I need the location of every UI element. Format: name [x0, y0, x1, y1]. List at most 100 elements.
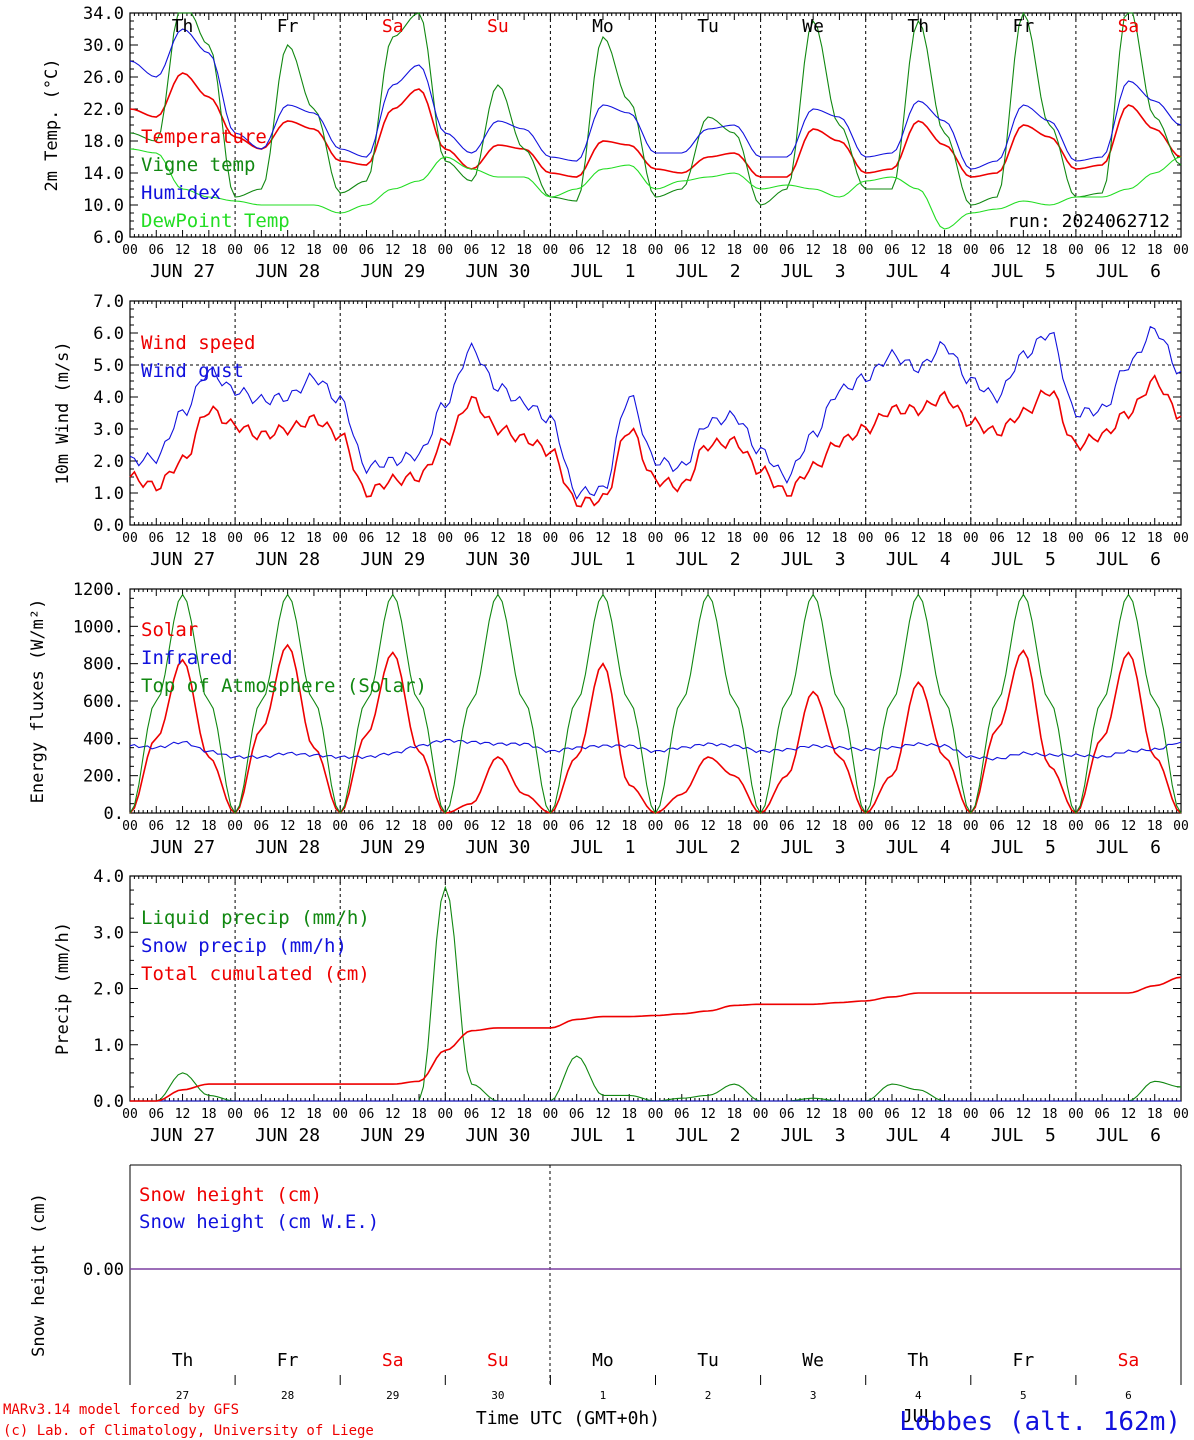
date-label: JUL 1 [570, 837, 635, 858]
hour-tick-label: 18 [621, 243, 637, 258]
hour-tick-label: 00 [122, 1107, 138, 1122]
hour-tick-label: 18 [201, 243, 217, 258]
hour-tick-label: 00 [543, 1107, 559, 1122]
hour-tick-label: 00 [1173, 819, 1189, 834]
hour-tick-label: 00 [122, 243, 138, 258]
y-axis-label: Energy fluxes (W/m²) [28, 599, 48, 804]
hour-tick-label: 18 [937, 531, 953, 546]
hour-tick-label: 00 [332, 531, 348, 546]
hour-tick-label: 12 [910, 819, 926, 834]
hour-tick-label: 18 [726, 531, 742, 546]
series-line [130, 976, 1182, 1102]
run-label: run: 2024062712 [1007, 211, 1170, 232]
hour-tick-label: 06 [148, 1107, 164, 1122]
hour-tick-label: 18 [411, 531, 427, 546]
hour-tick-label: 18 [306, 531, 322, 546]
weekday-label: Tu [697, 1350, 719, 1371]
hour-tick-label: 06 [359, 531, 375, 546]
hour-tick-label: 18 [1147, 243, 1163, 258]
hour-tick-label: 18 [306, 819, 322, 834]
hour-tick-label: 18 [306, 243, 322, 258]
hour-tick-label: 18 [1042, 1107, 1058, 1122]
weekday-label: Sa [382, 1350, 404, 1371]
hour-tick-label: 12 [385, 531, 401, 546]
hour-tick-label: 06 [779, 243, 795, 258]
plot-frame [129, 588, 1182, 814]
hour-tick-label: 12 [1121, 531, 1137, 546]
hour-tick-label: 12 [385, 1107, 401, 1122]
hour-tick-label: 12 [700, 819, 716, 834]
weekday-label: Fr [277, 16, 299, 37]
date-label: JUL 4 [886, 1125, 951, 1146]
station-label: Lobbes (alt. 162m) [899, 1407, 1181, 1437]
hour-tick-label: 18 [832, 819, 848, 834]
hour-tick-label: 06 [254, 1107, 270, 1122]
y-tick-label: 3.0 [93, 923, 124, 943]
hour-tick-label: 06 [359, 1107, 375, 1122]
hour-tick-label: 06 [989, 1107, 1005, 1122]
y-tick-label: 600. [83, 692, 124, 712]
hour-tick-label: 06 [989, 531, 1005, 546]
y-axis-label: Snow height (cm) [29, 1193, 49, 1357]
hour-tick-label: 12 [1016, 531, 1032, 546]
hour-tick-label: 12 [805, 819, 821, 834]
hour-tick-label: 18 [621, 1107, 637, 1122]
date-label: JUL 3 [781, 1125, 846, 1146]
hour-tick-label: 06 [1094, 819, 1110, 834]
hour-tick-label: 00 [122, 819, 138, 834]
y-tick-label: 34.0 [83, 4, 124, 24]
y-tick-label: 1.0 [93, 484, 124, 504]
weekday-label: We [802, 16, 824, 37]
date-label: JUN 27 [150, 1125, 215, 1146]
y-axis-label: Precip (mm/h) [53, 922, 73, 1055]
y-tick-label: 200. [83, 767, 124, 787]
series-line [129, 593, 1182, 815]
hour-tick-label: 18 [411, 819, 427, 834]
hour-tick-label: 00 [1173, 243, 1189, 258]
day-number-label: 29 [386, 1389, 399, 1402]
hour-tick-label: 00 [437, 531, 453, 546]
legend-entry: Solar [141, 619, 198, 641]
weekday-label: Th [907, 1350, 929, 1371]
hour-tick-label: 00 [753, 243, 769, 258]
weekday-label: Su [487, 16, 509, 37]
hour-tick-label: 18 [411, 1107, 427, 1122]
series-line [129, 325, 1182, 501]
hour-tick-label: 00 [963, 243, 979, 258]
hour-tick-label: 12 [175, 531, 191, 546]
date-label: JUN 29 [360, 837, 425, 858]
hour-tick-label: 06 [674, 243, 690, 258]
date-label: JUN 28 [255, 261, 320, 282]
date-label: JUL 5 [991, 261, 1056, 282]
hour-tick-label: 06 [779, 531, 795, 546]
hour-tick-label: 12 [595, 1107, 611, 1122]
hour-tick-label: 18 [726, 819, 742, 834]
hour-tick-label: 12 [1016, 819, 1032, 834]
date-label: JUN 27 [150, 837, 215, 858]
hour-tick-label: 06 [779, 1107, 795, 1122]
hour-tick-label: 12 [175, 819, 191, 834]
hour-tick-label: 06 [569, 819, 585, 834]
hour-tick-label: 06 [464, 243, 480, 258]
hour-tick-label: 06 [674, 1107, 690, 1122]
month-label: JUL [902, 1406, 935, 1427]
legend-entry: Top of Atmosphere (Solar) [141, 675, 427, 697]
hour-tick-label: 00 [858, 1107, 874, 1122]
hour-tick-label: 18 [1147, 1107, 1163, 1122]
hour-tick-label: 00 [227, 819, 243, 834]
hour-tick-label: 18 [832, 531, 848, 546]
hour-tick-label: 06 [569, 243, 585, 258]
hour-tick-label: 18 [1042, 819, 1058, 834]
date-label: JUL 6 [1096, 837, 1161, 858]
date-label: JUL 3 [781, 837, 846, 858]
date-label: JUL 6 [1096, 549, 1161, 570]
hour-tick-label: 18 [411, 243, 427, 258]
legend-entry: Wind gust [141, 360, 244, 382]
hour-tick-label: 06 [1094, 1107, 1110, 1122]
hour-tick-label: 12 [385, 243, 401, 258]
series-line [129, 11, 1182, 206]
hour-tick-label: 00 [227, 1107, 243, 1122]
hour-tick-label: 06 [674, 531, 690, 546]
date-label: JUN 28 [255, 837, 320, 858]
weekday-label: Fr [1013, 1350, 1035, 1371]
